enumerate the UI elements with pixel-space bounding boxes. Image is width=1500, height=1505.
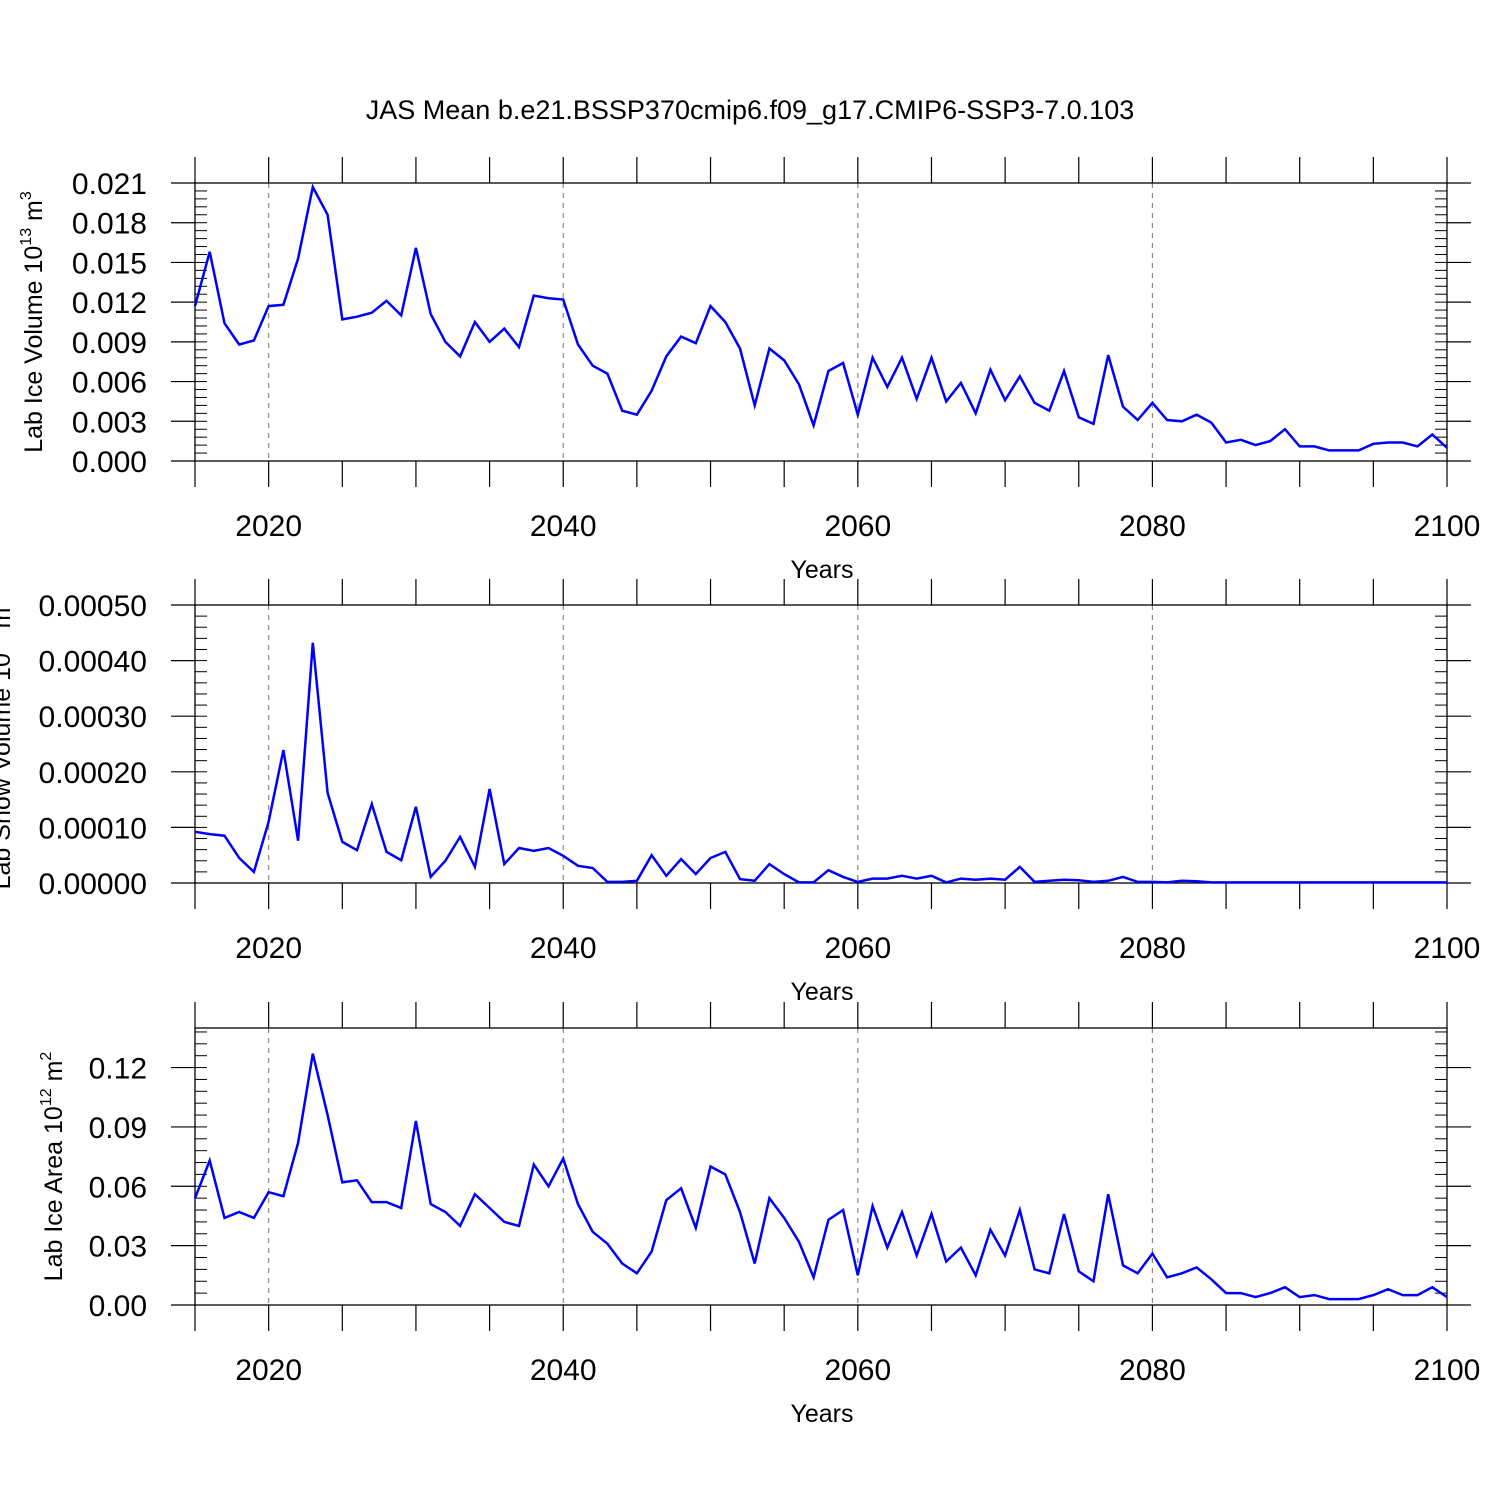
x-tick-label: 2080 [1119, 1354, 1186, 1387]
x-tick-label: 2100 [1414, 510, 1481, 543]
y-tick-label: 0.00020 [39, 757, 147, 790]
panel-1: 2020 2040 2060 2080 2100 Years 0.000 0.003 0.006… [18, 157, 1480, 584]
y-axis-label-ylabel-exp: 12 [38, 1088, 55, 1106]
x-tick-label: 2020 [235, 510, 302, 543]
y-tick-label: 0.09 [89, 1112, 147, 1145]
x-tick-label: 2060 [824, 510, 891, 543]
panel-2: 2020 2040 2060 2080 2100 Years 0.00000 0.00010 0… [0, 579, 1480, 1006]
y-axis-label: Lab Snow Volume 1013 m3 [0, 599, 16, 890]
x-tick-label: 2020 [235, 1354, 302, 1387]
y-axis-label-ylabel-unit: m [20, 200, 48, 228]
x-axis-label: Years [790, 556, 853, 584]
y-axis-label-ylabel-unit: m [40, 1061, 68, 1089]
series-line [195, 643, 1447, 883]
y-axis-label-ylabel-unit: m [0, 608, 16, 636]
y-tick-label: 0.009 [72, 327, 147, 360]
y-tick-label: 0.00010 [39, 812, 147, 845]
x-tick-label: 2040 [530, 932, 597, 965]
series-line [195, 187, 1447, 450]
y-tick-label: 0.06 [89, 1171, 147, 1204]
x-tick-label: 2080 [1119, 932, 1186, 965]
x-tick-label: 2060 [824, 932, 891, 965]
y-axis-label-ylabel: Lab Ice Area 10 [40, 1106, 68, 1281]
x-tick-label: 2040 [530, 1354, 597, 1387]
y-tick-label: 0.12 [89, 1053, 147, 1086]
y-tick-label: 0.00 [89, 1290, 147, 1323]
y-tick-label: 0.012 [72, 287, 147, 320]
y-tick-label: 0.000 [72, 446, 147, 479]
y-tick-label: 0.03 [89, 1231, 147, 1264]
y-axis-label-ylabel-unit-exp: 3 [0, 599, 3, 608]
y-axis-label-ylabel-exp: 13 [18, 228, 35, 246]
x-tick-label: 2100 [1414, 932, 1481, 965]
y-tick-label: 0.00030 [39, 701, 147, 734]
x-tick-label: 2080 [1119, 510, 1186, 543]
y-axis-label-ylabel-unit-exp: 3 [18, 191, 35, 200]
y-axis-label-ylabel-unit-exp: 2 [38, 1052, 55, 1061]
chart-title: JAS Mean b.e21.BSSP370cmip6.f09_g17.CMIP… [366, 95, 1134, 125]
y-tick-label: 0.018 [72, 208, 147, 241]
plot-frame [195, 183, 1447, 461]
x-tick-label: 2100 [1414, 1354, 1481, 1387]
x-tick-label: 2040 [530, 510, 597, 543]
y-axis-label-ylabel-exp: 13 [0, 635, 3, 653]
y-tick-label: 0.006 [72, 367, 147, 400]
y-axis-label: Lab Ice Area 1012 m2 [38, 1052, 68, 1282]
y-tick-label: 0.015 [72, 247, 147, 280]
panel-3: 2020 2040 2060 2080 2100 Years 0.00 0.03 0.06 0.0… [38, 1002, 1480, 1428]
y-tick-label: 0.021 [72, 168, 147, 201]
x-axis-label: Years [790, 978, 853, 1006]
y-axis-label: Lab Ice Volume 1013 m3 [18, 191, 48, 453]
x-tick-label: 2060 [824, 1354, 891, 1387]
plot-frame [195, 1028, 1447, 1305]
y-tick-label: 0.00040 [39, 646, 147, 679]
y-tick-label: 0.00000 [39, 868, 147, 901]
y-axis-label-ylabel: Lab Ice Volume 10 [20, 246, 48, 453]
y-tick-label: 0.003 [72, 406, 147, 439]
x-tick-label: 2020 [235, 932, 302, 965]
y-axis-label-ylabel: Lab Snow Volume 10 [0, 653, 16, 889]
x-axis-label: Years [790, 1400, 853, 1428]
y-tick-label: 0.00050 [39, 590, 147, 623]
series-line [195, 1054, 1447, 1299]
